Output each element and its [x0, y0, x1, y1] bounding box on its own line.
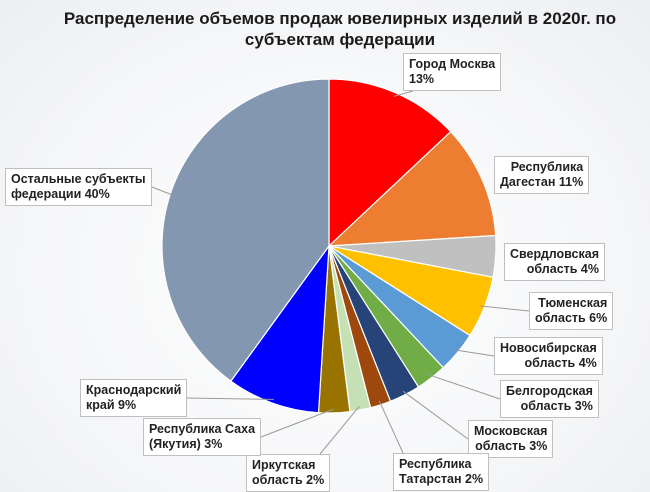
label-irkutsk-line2: область 2%	[252, 473, 325, 487]
label-other-regions-line2: федерации 40%	[11, 187, 110, 201]
label-krasnodar: Краснодарский край 9%	[80, 379, 188, 417]
label-tatarstan: Республика Татарстан 2%	[393, 453, 490, 491]
label-moscow-city-line1: Город Москва	[409, 57, 496, 71]
leader-line-yakutia	[260, 408, 335, 438]
label-sverdlovsk: Свердловская область 4%	[504, 243, 605, 281]
chart-title-line2: субъектам федерации	[244, 30, 436, 49]
label-sverdlovsk-line1: Свердловская	[510, 247, 599, 261]
label-other-regions: Остальные субъекты федерации 40%	[5, 168, 152, 206]
label-sverdlovsk-line2: область 4%	[526, 262, 599, 276]
label-moscow-oblast-line2: область 3%	[475, 439, 548, 453]
label-moscow-city: Город Москва 13%	[403, 53, 502, 91]
chart-title: Распределение объемов продаж ювелирных и…	[60, 8, 620, 50]
label-dagestan-line2: Дагестан 11%	[500, 175, 584, 189]
leader-line-other-regions	[151, 186, 175, 197]
label-novosibirsk: Новосибирская область 4%	[494, 337, 603, 375]
leader-line-krasnodar	[186, 397, 274, 400]
label-irkutsk-line1: Иркутская	[252, 458, 316, 472]
label-moscow-oblast-line1: Московская	[474, 424, 548, 438]
chart-title-line1: Распределение объемов продаж ювелирных и…	[63, 9, 617, 28]
leader-line-novosibirsk	[454, 349, 495, 357]
label-krasnodar-line1: Краснодарский	[86, 383, 182, 397]
pie-slices	[161, 78, 497, 414]
leader-line-belgorod	[428, 374, 501, 400]
leader-line-moscow-oblast	[402, 390, 469, 440]
label-belgorod: Белгородская область 3%	[500, 380, 599, 418]
leader-line-tyumen	[480, 305, 530, 312]
pie-slice-dagestan	[327, 130, 497, 247]
leader-line-tatarstan	[378, 400, 404, 454]
leader-line-moscow-city	[393, 90, 414, 97]
label-dagestan: Республика Дагестан 11%	[494, 156, 590, 194]
label-yakutia: Республика Саха (Якутия) 3%	[143, 418, 262, 456]
leader-lines	[151, 90, 530, 455]
label-belgorod-line2: область 3%	[520, 399, 593, 413]
label-krasnodar-line2: край 9%	[86, 398, 137, 412]
label-tatarstan-line1: Республика	[399, 457, 472, 471]
leader-line-irkutsk	[319, 405, 360, 455]
label-novosibirsk-line1: Новосибирская	[500, 341, 597, 355]
pie-slice-krasnodar	[230, 243, 330, 414]
label-tyumen: Тюменская область 6%	[529, 292, 614, 330]
label-irkutsk: Иркутская область 2%	[246, 454, 331, 492]
pie-slice-moscow-city	[328, 78, 452, 248]
label-dagestan-line1: Республика	[510, 160, 584, 174]
label-moscow-oblast: Московская область 3%	[468, 420, 554, 458]
label-moscow-city-line2: 13%	[409, 72, 435, 86]
label-tatarstan-line2: Татарстан 2%	[399, 472, 484, 486]
label-tyumen-line2: область 6%	[535, 311, 608, 325]
label-yakutia-line1: Республика Саха	[149, 422, 256, 436]
label-tyumen-line1: Тюменская	[538, 296, 608, 310]
label-other-regions-line1: Остальные субъекты	[11, 172, 146, 186]
label-belgorod-line1: Белгородская	[506, 384, 593, 398]
label-yakutia-line2: (Якутия) 3%	[149, 437, 223, 451]
label-novosibirsk-line2: область 4%	[524, 356, 597, 370]
